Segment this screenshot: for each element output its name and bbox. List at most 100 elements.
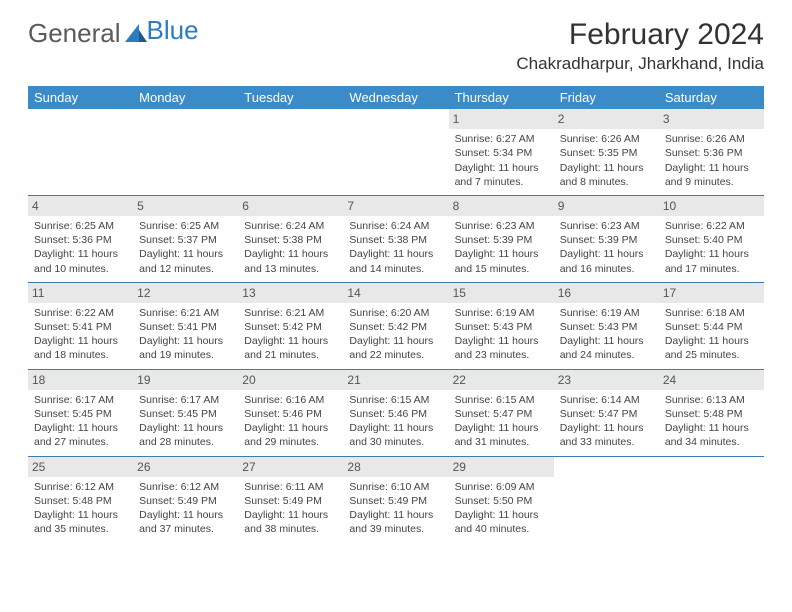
sunset-text: Sunset: 5:41 PM <box>34 320 127 334</box>
sunrise-text: Sunrise: 6:17 AM <box>139 393 232 407</box>
calendar-day: 24Sunrise: 6:13 AMSunset: 5:48 PMDayligh… <box>659 370 764 457</box>
sunrise-text: Sunrise: 6:24 AM <box>244 219 337 233</box>
daylight-text: Daylight: 11 hours and 34 minutes. <box>665 421 758 449</box>
sunrise-text: Sunrise: 6:25 AM <box>139 219 232 233</box>
sunset-text: Sunset: 5:49 PM <box>349 494 442 508</box>
daylight-text: Daylight: 11 hours and 14 minutes. <box>349 247 442 275</box>
day-number: 6 <box>238 196 343 216</box>
calendar-day: 17Sunrise: 6:18 AMSunset: 5:44 PMDayligh… <box>659 283 764 370</box>
empty-cell <box>343 109 448 196</box>
sunrise-text: Sunrise: 6:23 AM <box>455 219 548 233</box>
day-number: 16 <box>554 283 659 303</box>
sunrise-text: Sunrise: 6:21 AM <box>244 306 337 320</box>
day-number: 28 <box>343 457 448 477</box>
sunset-text: Sunset: 5:42 PM <box>244 320 337 334</box>
day-number: 11 <box>28 283 133 303</box>
sunset-text: Sunset: 5:46 PM <box>349 407 442 421</box>
sunset-text: Sunset: 5:48 PM <box>34 494 127 508</box>
daylight-text: Daylight: 11 hours and 17 minutes. <box>665 247 758 275</box>
sunset-text: Sunset: 5:46 PM <box>244 407 337 421</box>
calendar-day: 19 Sunrise: 6:17 AMSunset: 5:45 PMDayligh… <box>133 370 238 457</box>
daylight-text: Daylight: 11 hours and 21 minutes. <box>244 334 337 362</box>
empty-cell <box>238 109 343 196</box>
sunrise-text: Sunrise: 6:19 AM <box>455 306 548 320</box>
sunrise-text: Sunrise: 6:17 AM <box>34 393 127 407</box>
weekday-header-row: SundayMondayTuesdayWednesdayThursdayFrid… <box>28 86 764 109</box>
day-number: 24 <box>659 370 764 390</box>
sunrise-text: Sunrise: 6:22 AM <box>665 219 758 233</box>
day-number: 2 <box>554 109 659 129</box>
calendar-day: 9Sunrise: 6:23 AMSunset: 5:39 PMDaylight… <box>554 196 659 283</box>
day-number: 14 <box>343 283 448 303</box>
sunrise-text: Sunrise: 6:23 AM <box>560 219 653 233</box>
sunrise-text: Sunrise: 6:15 AM <box>349 393 442 407</box>
calendar-day: 22Sunrise: 6:15 AMSunset: 5:47 PMDayligh… <box>449 370 554 457</box>
daylight-text: Daylight: 11 hours and 35 minutes. <box>34 508 127 536</box>
sunset-text: Sunset: 5:37 PM <box>139 233 232 247</box>
sunrise-text: Sunrise: 6:18 AM <box>665 306 758 320</box>
day-number: 12 <box>133 283 238 303</box>
sunset-text: Sunset: 5:43 PM <box>455 320 548 334</box>
daylight-text: Daylight: 11 hours and 29 minutes. <box>244 421 337 449</box>
weekday-label: Sunday <box>28 86 133 109</box>
sunrise-text: Sunrise: 6:20 AM <box>349 306 442 320</box>
sunset-text: Sunset: 5:43 PM <box>560 320 653 334</box>
calendar-day: 2Sunrise: 6:26 AMSunset: 5:35 PMDaylight… <box>554 109 659 196</box>
day-number: 5 <box>133 196 238 216</box>
daylight-text: Daylight: 11 hours and 9 minutes. <box>665 161 758 189</box>
calendar-day: 29Sunrise: 6:09 AMSunset: 5:50 PMDayligh… <box>449 457 554 543</box>
sunrise-text: Sunrise: 6:19 AM <box>560 306 653 320</box>
sunset-text: Sunset: 5:47 PM <box>455 407 548 421</box>
day-number: 19 <box>133 370 238 390</box>
calendar-day: 18Sunrise: 6:17 AMSunset: 5:45 PMDayligh… <box>28 370 133 457</box>
calendar-day: 25Sunrise: 6:12 AMSunset: 5:48 PMDayligh… <box>28 457 133 543</box>
daylight-text: Daylight: 11 hours and 23 minutes. <box>455 334 548 362</box>
logo-text-blue: Blue <box>147 15 199 46</box>
sunrise-text: Sunrise: 6:14 AM <box>560 393 653 407</box>
logo-text-general: General <box>28 18 121 49</box>
sunset-text: Sunset: 5:49 PM <box>139 494 232 508</box>
daylight-text: Daylight: 11 hours and 12 minutes. <box>139 247 232 275</box>
sunrise-text: Sunrise: 6:26 AM <box>665 132 758 146</box>
daylight-text: Daylight: 11 hours and 40 minutes. <box>455 508 548 536</box>
sunset-text: Sunset: 5:35 PM <box>560 146 653 160</box>
sunrise-text: Sunrise: 6:15 AM <box>455 393 548 407</box>
sunset-text: Sunset: 5:34 PM <box>455 146 548 160</box>
sunset-text: Sunset: 5:36 PM <box>665 146 758 160</box>
day-number: 27 <box>238 457 343 477</box>
day-number: 9 <box>554 196 659 216</box>
weekday-label: Monday <box>133 86 238 109</box>
calendar-day: 14Sunrise: 6:20 AMSunset: 5:42 PMDayligh… <box>343 283 448 370</box>
daylight-text: Daylight: 11 hours and 10 minutes. <box>34 247 127 275</box>
daylight-text: Daylight: 11 hours and 28 minutes. <box>139 421 232 449</box>
daylight-text: Daylight: 11 hours and 7 minutes. <box>455 161 548 189</box>
sunset-text: Sunset: 5:50 PM <box>455 494 548 508</box>
day-number: 26 <box>133 457 238 477</box>
empty-cell <box>28 109 133 196</box>
sunrise-text: Sunrise: 6:26 AM <box>560 132 653 146</box>
sunrise-text: Sunrise: 6:10 AM <box>349 480 442 494</box>
sunset-text: Sunset: 5:38 PM <box>244 233 337 247</box>
sunset-text: Sunset: 5:49 PM <box>244 494 337 508</box>
sunset-text: Sunset: 5:45 PM <box>139 407 232 421</box>
calendar-day: 1Sunrise: 6:27 AMSunset: 5:34 PMDaylight… <box>449 109 554 196</box>
sunset-text: Sunset: 5:39 PM <box>560 233 653 247</box>
empty-cell <box>133 109 238 196</box>
day-number: 13 <box>238 283 343 303</box>
day-number: 25 <box>28 457 133 477</box>
sunset-text: Sunset: 5:39 PM <box>455 233 548 247</box>
day-number: 17 <box>659 283 764 303</box>
sunset-text: Sunset: 5:44 PM <box>665 320 758 334</box>
weekday-label: Tuesday <box>238 86 343 109</box>
calendar-day: 12Sunrise: 6:21 AMSunset: 5:41 PMDayligh… <box>133 283 238 370</box>
calendar-day: 6Sunrise: 6:24 AMSunset: 5:38 PMDaylight… <box>238 196 343 283</box>
weekday-label: Friday <box>554 86 659 109</box>
daylight-text: Daylight: 11 hours and 24 minutes. <box>560 334 653 362</box>
calendar-day: 20Sunrise: 6:16 AMSunset: 5:46 PMDayligh… <box>238 370 343 457</box>
day-number: 20 <box>238 370 343 390</box>
daylight-text: Daylight: 11 hours and 15 minutes. <box>455 247 548 275</box>
daylight-text: Daylight: 11 hours and 33 minutes. <box>560 421 653 449</box>
calendar-day: 23Sunrise: 6:14 AMSunset: 5:47 PMDayligh… <box>554 370 659 457</box>
day-number: 29 <box>449 457 554 477</box>
calendar-day: 4Sunrise: 6:25 AMSunset: 5:36 PMDaylight… <box>28 196 133 283</box>
